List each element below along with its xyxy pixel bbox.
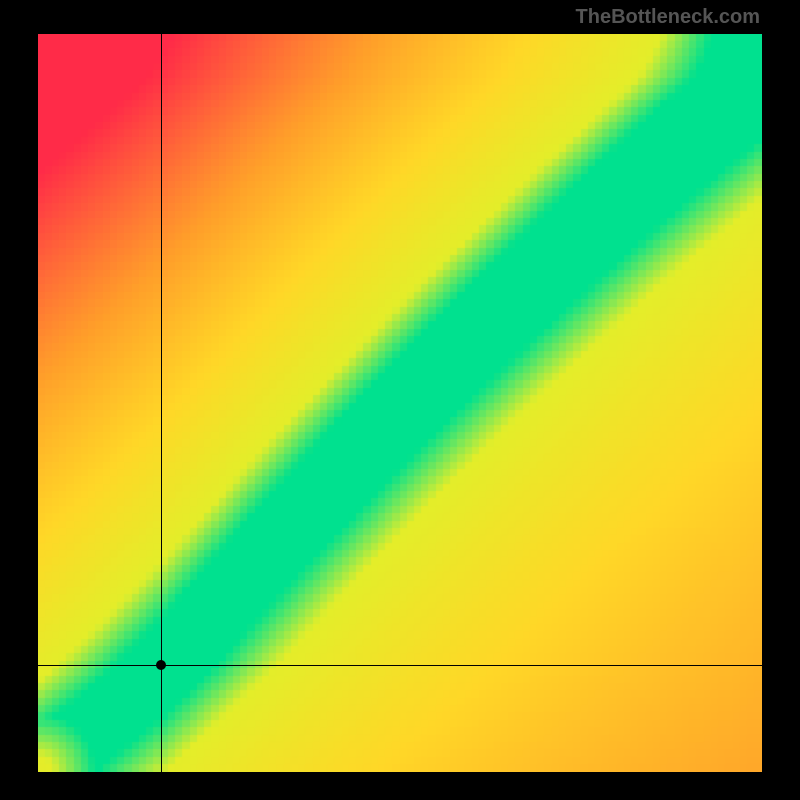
chart-container: TheBottleneck.com — [0, 0, 800, 800]
watermark-text: TheBottleneck.com — [576, 6, 760, 29]
heatmap-canvas — [38, 34, 762, 772]
heatmap-plot — [38, 34, 762, 772]
data-point-marker — [156, 660, 166, 670]
crosshair-horizontal — [38, 665, 762, 666]
